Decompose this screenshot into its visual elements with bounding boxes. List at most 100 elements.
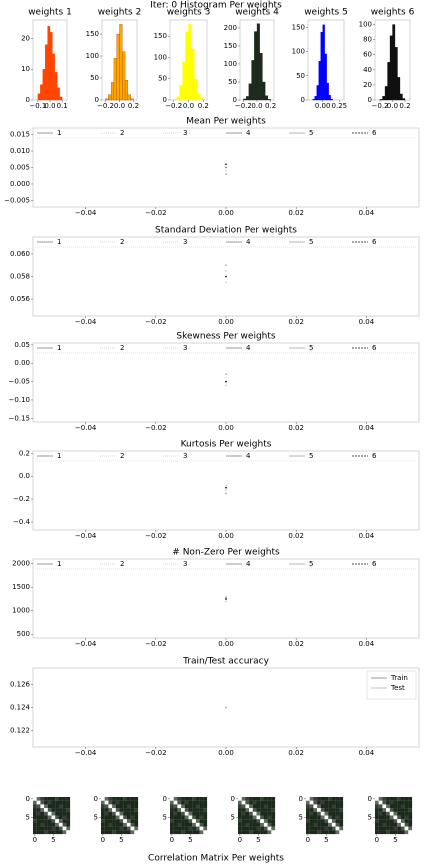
heatmap-cell [238, 815, 242, 820]
heatmap-cell [241, 815, 246, 820]
heatmap-cell [181, 797, 185, 801]
heatmap-cell [173, 830, 178, 835]
heatmap-cell [184, 815, 189, 820]
legend-label: Train [390, 674, 408, 682]
heatmap-cell [404, 815, 409, 820]
heatmap-cell [378, 830, 383, 835]
heatmap-cell [324, 830, 329, 835]
heatmap-cell [195, 811, 200, 816]
x-tick-label: 0 [101, 836, 105, 844]
heatmap-cell [335, 815, 340, 820]
line-point [225, 373, 227, 376]
heatmap-cell [378, 826, 383, 831]
heatmap-cell [173, 815, 178, 820]
heatmap-cell [271, 811, 276, 816]
x-tick-label: −0.04 [75, 424, 97, 432]
heatmap-cell [408, 804, 413, 809]
heatmap-cell [378, 815, 383, 820]
heatmap-cell [252, 811, 257, 816]
hist-bar [243, 98, 247, 101]
heatmap-cell [408, 808, 413, 812]
heatmap-cell [241, 797, 246, 801]
line-point [225, 169, 227, 172]
heatmap-cell [126, 822, 131, 827]
heatmap-cell [375, 804, 379, 809]
heatmap-cell [260, 819, 264, 823]
heatmap-cell [324, 811, 329, 816]
heatmap-cell [58, 797, 63, 801]
hist-bar [173, 98, 177, 101]
heatmap-cell [134, 811, 139, 816]
heatmap-cell [400, 804, 405, 809]
heatmap-cell [123, 830, 127, 835]
heatmap-cell [58, 822, 63, 827]
heatmap-cell [335, 826, 340, 831]
hist-bar [316, 85, 319, 101]
x-tick-label: 0.00 [218, 532, 234, 540]
heatmap-cell [130, 822, 135, 827]
heatmap-cell [58, 819, 63, 823]
heatmap-cell [313, 808, 318, 812]
x-tick-label: −0.04 [75, 318, 97, 326]
legend-label: 2 [120, 452, 124, 460]
heatmap-cell [199, 830, 204, 835]
heatmap-cell [44, 819, 48, 823]
heatmap-cell [375, 808, 379, 812]
heatmap-cell [51, 797, 56, 801]
heatmap-cell [130, 819, 135, 823]
heatmap-cell [44, 800, 48, 805]
hist-bar [394, 47, 398, 101]
heatmap-cell [112, 815, 116, 820]
heatmap-cell [249, 826, 253, 831]
x-tick-label: 0.25 [332, 102, 348, 110]
heatmap-cell [134, 808, 139, 812]
heatmap-cell [328, 808, 332, 812]
x-tick-label: 0.0 [251, 102, 262, 110]
hist-bar [318, 61, 321, 101]
heatmap-cell [339, 830, 344, 835]
heatmap-cell [108, 811, 113, 816]
heatmap-cell [252, 808, 257, 812]
x-tick-label: −0.02 [145, 749, 166, 757]
heatmap-cell [119, 826, 124, 831]
heatmap-cell [408, 819, 413, 823]
heatmap-cell [313, 811, 318, 816]
heatmap-cell [386, 797, 390, 801]
heatmap-cell [267, 830, 272, 835]
heatmap-cell [188, 822, 193, 827]
heatmap-cell [173, 797, 178, 801]
y-tick-label: 0 [163, 795, 167, 803]
heatmap-cell [51, 808, 56, 812]
heatmap-cell [119, 815, 124, 820]
x-tick-label: 0.02 [288, 424, 304, 432]
heatmap-cell [101, 808, 105, 812]
heatmap-cell [382, 811, 387, 816]
hist-bar [42, 69, 46, 101]
heatmap-cell [119, 808, 124, 812]
heatmap-cell [44, 830, 48, 835]
y-tick-label: 5 [163, 813, 167, 821]
hist-bar [312, 98, 315, 101]
hist-bar [113, 58, 117, 101]
heatmap-cell [115, 815, 120, 820]
heatmap-cell [62, 826, 67, 831]
heatmap-cell [309, 800, 314, 805]
heatmap-cell [126, 797, 131, 801]
heatmap-cell [101, 804, 105, 809]
heatmap-cell [238, 826, 242, 831]
legend-box [366, 670, 417, 700]
heatmap-cell [375, 811, 379, 816]
y-tick-label: 0 [163, 96, 167, 104]
heatmap-cell [389, 822, 394, 827]
heatmap-cell [177, 830, 182, 835]
heatmap-cell [271, 819, 276, 823]
line-point [225, 492, 227, 495]
x-tick-label: 0.02 [288, 318, 304, 326]
hist-bar [392, 24, 396, 101]
hist-bar [267, 99, 271, 101]
heatmap-cell [397, 815, 401, 820]
x-tick-label: 0.2 [399, 102, 410, 110]
x-tick-label: 0.04 [359, 209, 375, 217]
heatmap-cell [320, 797, 325, 801]
heatmap-cell [195, 800, 200, 805]
